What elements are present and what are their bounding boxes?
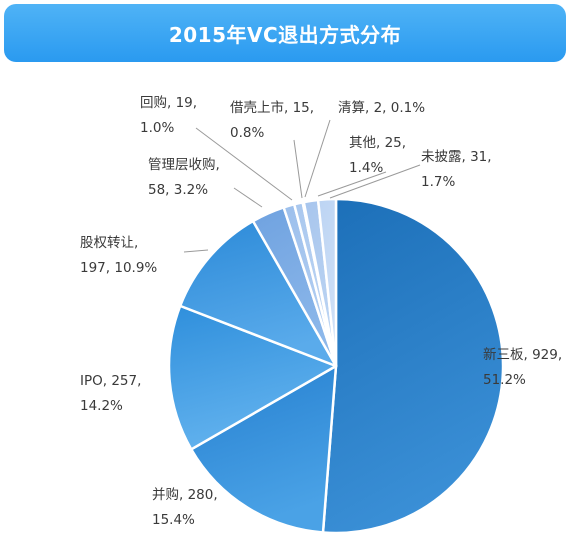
slice-label-7: 清算, 2, 0.1% — [338, 100, 425, 116]
slice-value-label-6: 0.8% — [230, 125, 264, 141]
slice-label-8: 其他, 25, — [349, 135, 406, 151]
pie-slice-9 — [316, 197, 338, 368]
slice-label-5: 回购, 19, — [140, 95, 197, 111]
slice-label-6: 借壳上市, 15, — [230, 99, 314, 116]
slice-value-label-9: 1.7% — [421, 174, 455, 190]
slice-labels: 新三板, 929, 51.2% 并购, 280, 15.4% IPO, 257, 14.2… — [80, 95, 562, 528]
leader-line-9 — [329, 164, 421, 199]
leader-line-3 — [183, 249, 209, 253]
slice-value-label-2: 14.2% — [80, 398, 123, 414]
slice-label-9: 未披露, 31, — [421, 149, 492, 165]
pie-slice-1 — [190, 364, 338, 534]
slice-label-3: 股权转让, — [80, 234, 138, 251]
leader-line-8 — [317, 171, 387, 197]
slice-value-label-3: 197, 10.9% — [80, 260, 157, 276]
pie-slice-3 — [178, 219, 338, 368]
slice-value-label-5: 1.0% — [140, 120, 174, 136]
slice-value-label-0: 51.2% — [483, 372, 526, 388]
slice-value-label-8: 1.4% — [349, 160, 383, 176]
leader-lines — [183, 119, 421, 253]
pie-slices — [167, 197, 505, 535]
leader-line-5 — [195, 127, 293, 201]
leader-line-7 — [304, 119, 331, 198]
pie-slice-0 — [321, 197, 505, 535]
leader-line-4 — [233, 187, 263, 208]
slice-label-0: 新三板, 929, — [483, 347, 562, 363]
chart-title-bar: 2015年VC退出方式分布 — [4, 4, 566, 62]
slice-label-1: 并购, 280, — [152, 487, 218, 503]
slice-label-2: IPO, 257, — [80, 373, 141, 389]
slice-value-label-4: 58, 3.2% — [148, 182, 208, 198]
pie-slice-2 — [167, 304, 338, 451]
chart-title: 2015年VC退出方式分布 — [168, 22, 402, 47]
leader-line-6 — [293, 139, 303, 199]
slice-value-label-1: 15.4% — [152, 512, 195, 528]
slice-label-4: 管理层收购, — [148, 157, 220, 173]
